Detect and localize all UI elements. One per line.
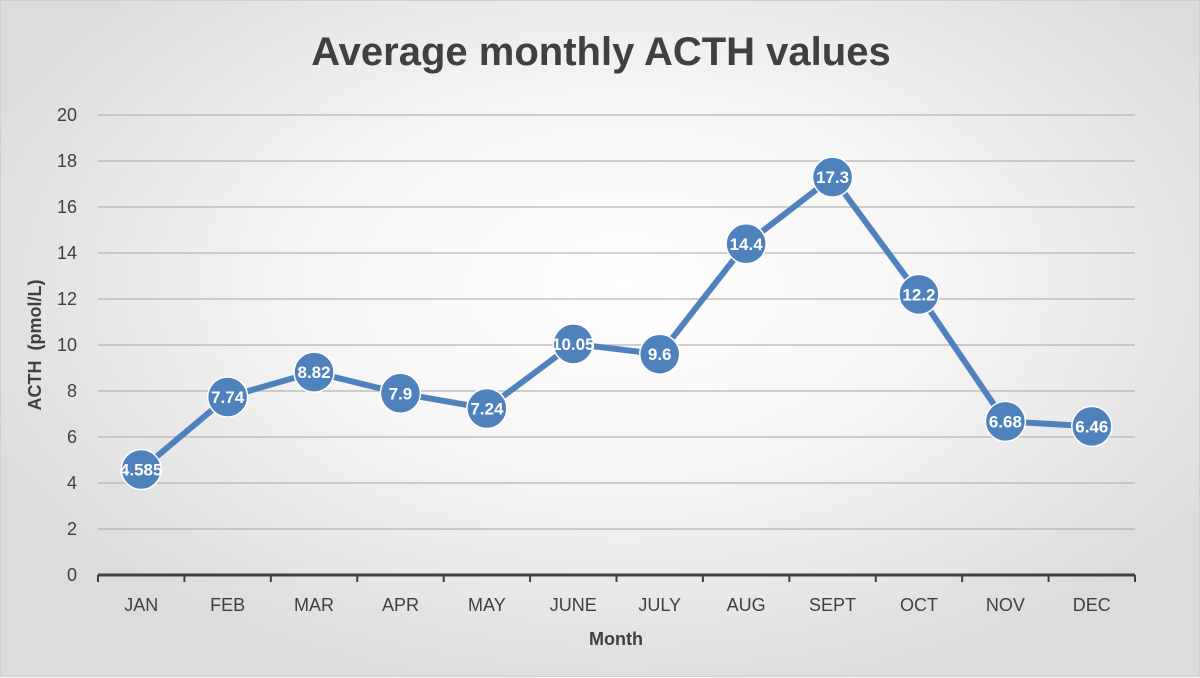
y-tick-label: 12	[57, 289, 77, 309]
data-point	[206, 376, 249, 418]
data-label: 14.4	[730, 235, 764, 254]
data-point	[1071, 405, 1113, 448]
data-label: 6.68	[989, 412, 1022, 431]
data-label: 7.24	[470, 399, 504, 418]
data-label: 6.46	[1075, 417, 1108, 436]
data-point	[379, 372, 422, 415]
data-label: 10.05	[552, 335, 595, 354]
data-label: 7.74	[211, 388, 245, 407]
y-tick-label: 4	[67, 473, 77, 493]
x-tick-label: AUG	[727, 595, 766, 615]
series-acth	[120, 156, 1113, 491]
x-tick-label: NOV	[986, 595, 1025, 615]
x-tick-label: MAY	[468, 595, 506, 615]
y-tick-label: 10	[57, 335, 77, 355]
data-label: 4.585	[120, 461, 163, 480]
y-tick-label: 6	[67, 427, 77, 447]
chart-title: Average monthly ACTH values	[311, 30, 890, 74]
data-point	[811, 156, 854, 198]
x-tick-label: JAN	[124, 595, 158, 615]
x-tick-label: JULY	[638, 595, 681, 615]
data-label: 17.3	[816, 168, 849, 187]
y-tick-label: 18	[57, 151, 77, 171]
y-tick-label: 20	[57, 105, 77, 125]
data-point	[638, 333, 681, 375]
gridlines	[98, 114, 1135, 530]
data-label: 7.9	[389, 384, 413, 403]
x-tick-label: MAR	[294, 595, 334, 615]
y-tick-label: 0	[67, 565, 77, 585]
x-axis-ticks: JAN FEB MAR APR MAY JUNE JULY AUG SEPT OCT NOV DEC	[124, 595, 1111, 615]
data-point	[984, 400, 1027, 443]
data-point	[552, 323, 595, 365]
data-point	[120, 448, 162, 491]
x-tick-label: OCT	[900, 595, 938, 615]
data-point	[293, 351, 335, 393]
x-tick-label: APR	[382, 595, 419, 615]
y-tick-label: 2	[67, 519, 77, 539]
data-label: 12.2	[902, 285, 935, 304]
y-tick-label: 14	[57, 243, 77, 263]
x-tick-label: DEC	[1073, 595, 1111, 615]
x-axis-title: Month	[589, 629, 643, 649]
x-tick-label: JUNE	[550, 595, 597, 615]
data-point	[725, 223, 767, 265]
series-line	[138, 174, 1095, 473]
data-point	[466, 387, 508, 430]
x-tick-label: FEB	[210, 595, 245, 615]
y-tick-label: 8	[67, 381, 77, 401]
y-tick-label: 16	[57, 197, 77, 217]
data-point	[898, 273, 940, 316]
data-label: 8.82	[297, 363, 330, 382]
x-tick-label: SEPT	[809, 595, 856, 615]
data-label: 9.6	[648, 345, 672, 364]
y-axis-ticks: 0 2 4 6 8 10 12 14 16 18 20	[57, 105, 77, 585]
x-axis	[97, 573, 1136, 582]
y-axis-title: ACTH (pmol/L)	[25, 280, 45, 411]
data-labels: 4.585 7.74 8.82 7.9 7.24 10.05 9.6 14.4 17.3 12.2…	[120, 168, 1108, 479]
